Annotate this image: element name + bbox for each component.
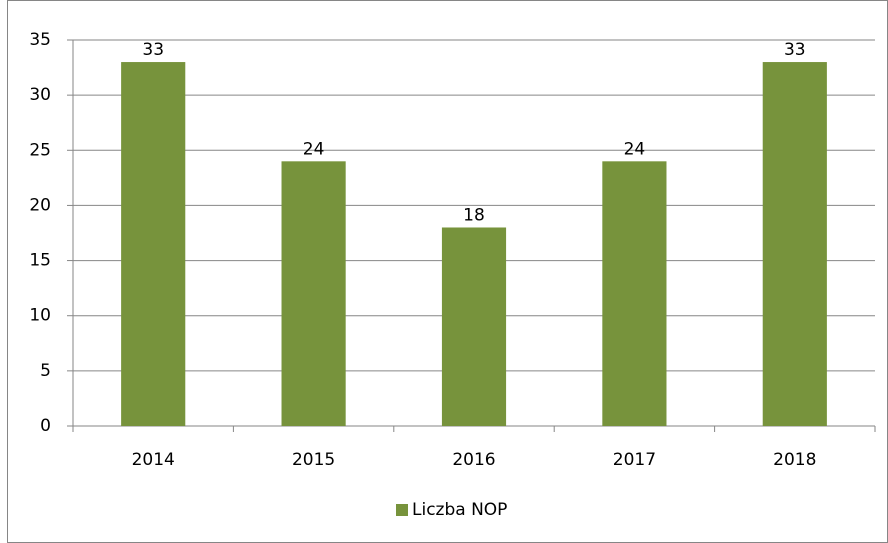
data-label: 33 [784,40,806,60]
y-tick-label: 10 [29,306,51,326]
bar [441,227,507,426]
bar [281,161,346,427]
y-tick-label: 15 [29,251,51,271]
x-tick-label: 2018 [773,450,816,470]
data-label: 24 [303,139,325,159]
data-label: 33 [142,40,164,60]
bar [602,161,667,427]
data-label: 18 [463,205,485,225]
data-label: 24 [624,139,646,159]
legend-swatch [396,504,408,516]
x-tick-label: 2017 [613,450,656,470]
x-tick-label: 2016 [452,450,495,470]
bar [121,62,186,427]
y-tick-label: 0 [40,416,51,436]
y-tick-label: 5 [40,361,51,381]
bar [762,62,827,427]
legend-label: Liczba NOP [412,500,507,520]
y-tick-label: 20 [29,195,51,215]
x-tick-label: 2015 [292,450,335,470]
y-tick-label: 25 [29,140,51,160]
y-tick-label: 30 [29,85,51,105]
x-tick-label: 2014 [132,450,175,470]
y-tick-label: 35 [29,30,51,50]
